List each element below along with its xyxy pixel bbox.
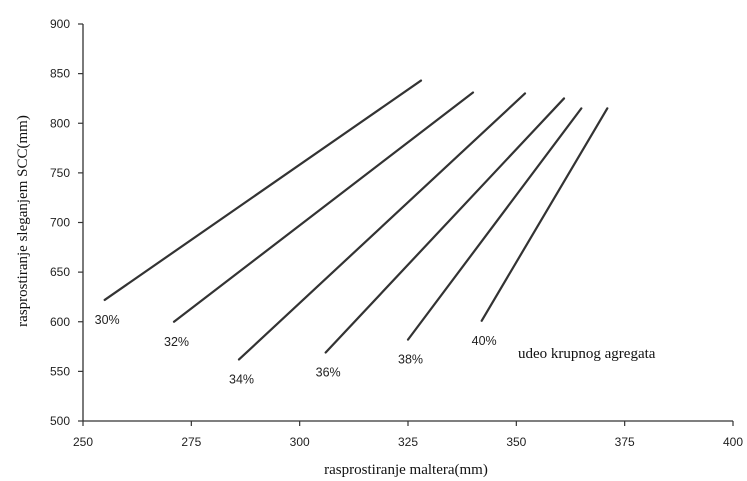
y-tick-label: 750 [50,166,70,180]
y-axis-ticks: 500 550 600 650 700 750 800 850 900 [50,17,83,428]
y-tick-label: 850 [50,67,70,81]
y-axis-title: rasprostiranje sleganjem SCC(mm) [15,115,31,327]
series-line [324,97,566,354]
y-tick-label: 900 [50,17,70,31]
x-tick-label: 325 [398,435,418,449]
y-tick-label: 500 [50,414,70,428]
series-line [237,92,527,361]
y-tick-label: 550 [50,364,70,378]
x-axis-ticks: 250 275 300 325 350 375 400 [73,421,743,449]
series-line [480,107,609,322]
chart-annotation: udeo krupnog agregata [518,346,656,362]
y-tick-label: 650 [50,265,70,279]
x-tick-label: 250 [73,435,93,449]
series-labels: 30% 32% 34% 36% 38% 40% [95,313,497,387]
series-label: 30% [95,313,120,327]
y-tick-label: 800 [50,116,70,130]
series-line [172,91,475,323]
series-label: 32% [164,335,189,349]
x-tick-label: 400 [723,435,743,449]
series-label: 38% [398,353,423,367]
series-line [406,107,583,341]
x-tick-label: 375 [615,435,635,449]
x-axis-title: rasprostiranje maltera(mm) [324,462,488,478]
series-lines [103,79,609,361]
x-tick-label: 275 [181,435,201,449]
series-label: 36% [316,366,341,380]
x-tick-label: 350 [506,435,526,449]
y-tick-label: 700 [50,216,70,230]
series-label: 34% [229,372,254,386]
series-line [103,79,423,302]
y-tick-label: 600 [50,315,70,329]
x-tick-label: 300 [290,435,310,449]
series-label: 40% [472,334,497,348]
